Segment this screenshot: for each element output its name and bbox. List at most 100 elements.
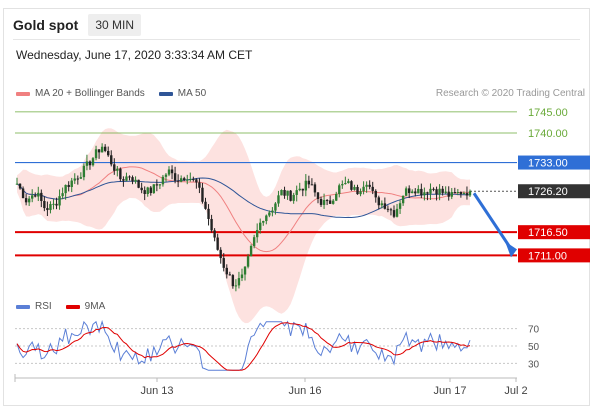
legend-item-9ma: 9MA	[65, 301, 106, 312]
candle-body	[319, 198, 323, 205]
rsi-9ma-line	[16, 322, 471, 371]
candle-body	[234, 285, 238, 287]
candle-body	[122, 179, 125, 181]
candle-body	[24, 198, 28, 203]
ma50-line	[16, 177, 471, 219]
legend-label-bollinger: MA 20 + Bollinger Bands	[35, 88, 145, 99]
candle-body	[398, 203, 402, 209]
candle-body	[292, 194, 295, 201]
candle-body	[362, 186, 365, 192]
candle-body	[465, 193, 469, 196]
ma20-line	[16, 166, 471, 253]
candle-body	[447, 191, 450, 197]
candle-body	[259, 222, 262, 231]
candle-body	[222, 258, 225, 268]
bollinger-band-fill	[17, 128, 470, 324]
rsi-level-label-50: 50	[528, 342, 540, 353]
candle-body	[325, 200, 329, 202]
candle-body	[58, 196, 61, 206]
candle-body	[170, 169, 174, 174]
candle-body	[27, 198, 31, 203]
candle-body	[426, 192, 429, 194]
candle-body	[31, 195, 34, 199]
candle-body	[152, 184, 156, 194]
legend-label-9ma: 9MA	[84, 301, 106, 312]
level-label-bg-1726.20	[518, 184, 590, 199]
candle-body	[441, 188, 444, 193]
x-tick-label-Jun 17: Jun 17	[433, 385, 466, 397]
candle-body	[192, 179, 195, 181]
candle-body	[277, 195, 280, 204]
candle-body	[161, 176, 165, 185]
timeframe-badge[interactable]: 30 MIN	[88, 14, 142, 36]
candle-body	[344, 183, 347, 185]
header-divider	[13, 39, 580, 40]
candle-body	[283, 189, 286, 196]
candle-body	[40, 192, 43, 201]
candle-body	[395, 208, 399, 217]
candle-body	[164, 174, 168, 177]
candle-body	[274, 203, 277, 211]
candle-body	[61, 193, 64, 197]
candle-body	[179, 178, 183, 182]
candle-body	[183, 178, 186, 181]
level-label-1711.00: 1711.00	[528, 250, 567, 262]
candle-body	[213, 230, 216, 238]
candle-body	[377, 197, 380, 206]
candle-body	[289, 190, 292, 201]
legend-label-ma50: MA 50	[177, 88, 207, 99]
legend-swatch-rsi	[16, 304, 30, 309]
candle-body	[286, 190, 289, 196]
candle-body	[335, 194, 338, 201]
candle-body	[417, 188, 420, 194]
candle-body	[134, 179, 137, 182]
rsi-level-label-70: 70	[528, 325, 540, 336]
candle-body	[125, 176, 128, 181]
candle-body	[149, 187, 152, 194]
legend-swatch-bollinger	[16, 91, 30, 96]
candle-body	[316, 192, 320, 199]
legend-swatch-9ma	[65, 304, 80, 309]
candle-body	[435, 189, 438, 195]
candle-body	[107, 150, 110, 156]
candle-body	[304, 180, 308, 191]
candle-body	[204, 201, 207, 209]
candle-body	[359, 191, 362, 195]
candle-body	[119, 168, 122, 180]
candle-body	[255, 230, 259, 238]
candle-body	[313, 184, 317, 193]
projection-arrow-head	[505, 241, 517, 258]
candle-body	[140, 187, 143, 191]
candle-body	[231, 275, 235, 287]
candle-body	[347, 181, 350, 184]
candle-body	[88, 161, 92, 166]
candle-body	[280, 189, 283, 196]
candle-body	[186, 179, 189, 181]
candle-body	[246, 256, 250, 267]
instrument-title: Gold spot	[13, 17, 79, 33]
candle-body	[173, 173, 177, 181]
candle-body	[79, 177, 83, 179]
candle-body	[392, 210, 396, 217]
legend-item-bollinger: MA 20 + Bollinger Bands	[16, 88, 145, 99]
candle-body	[198, 182, 201, 188]
level-label-1745.00: 1745.00	[528, 107, 568, 119]
level-label-1726.20: 1726.20	[528, 186, 568, 198]
x-tick-label-Jun 13: Jun 13	[140, 385, 173, 397]
candle-body	[97, 149, 101, 153]
candle-body	[67, 184, 70, 188]
candle-body	[404, 188, 408, 196]
candle-body	[268, 212, 271, 216]
level-label-1740.00: 1740.00	[528, 128, 568, 140]
candle-body	[94, 149, 98, 159]
candle-body	[237, 278, 241, 286]
datetime-label: Wednesday, June 17, 2020 3:33:34 AM CET	[16, 48, 253, 62]
candle-body	[201, 187, 204, 202]
candle-body	[383, 203, 387, 209]
candle-body	[365, 184, 368, 187]
candle-body	[219, 249, 222, 259]
candle-body	[411, 191, 414, 194]
candle-body	[371, 186, 374, 191]
candle-body	[210, 218, 213, 231]
